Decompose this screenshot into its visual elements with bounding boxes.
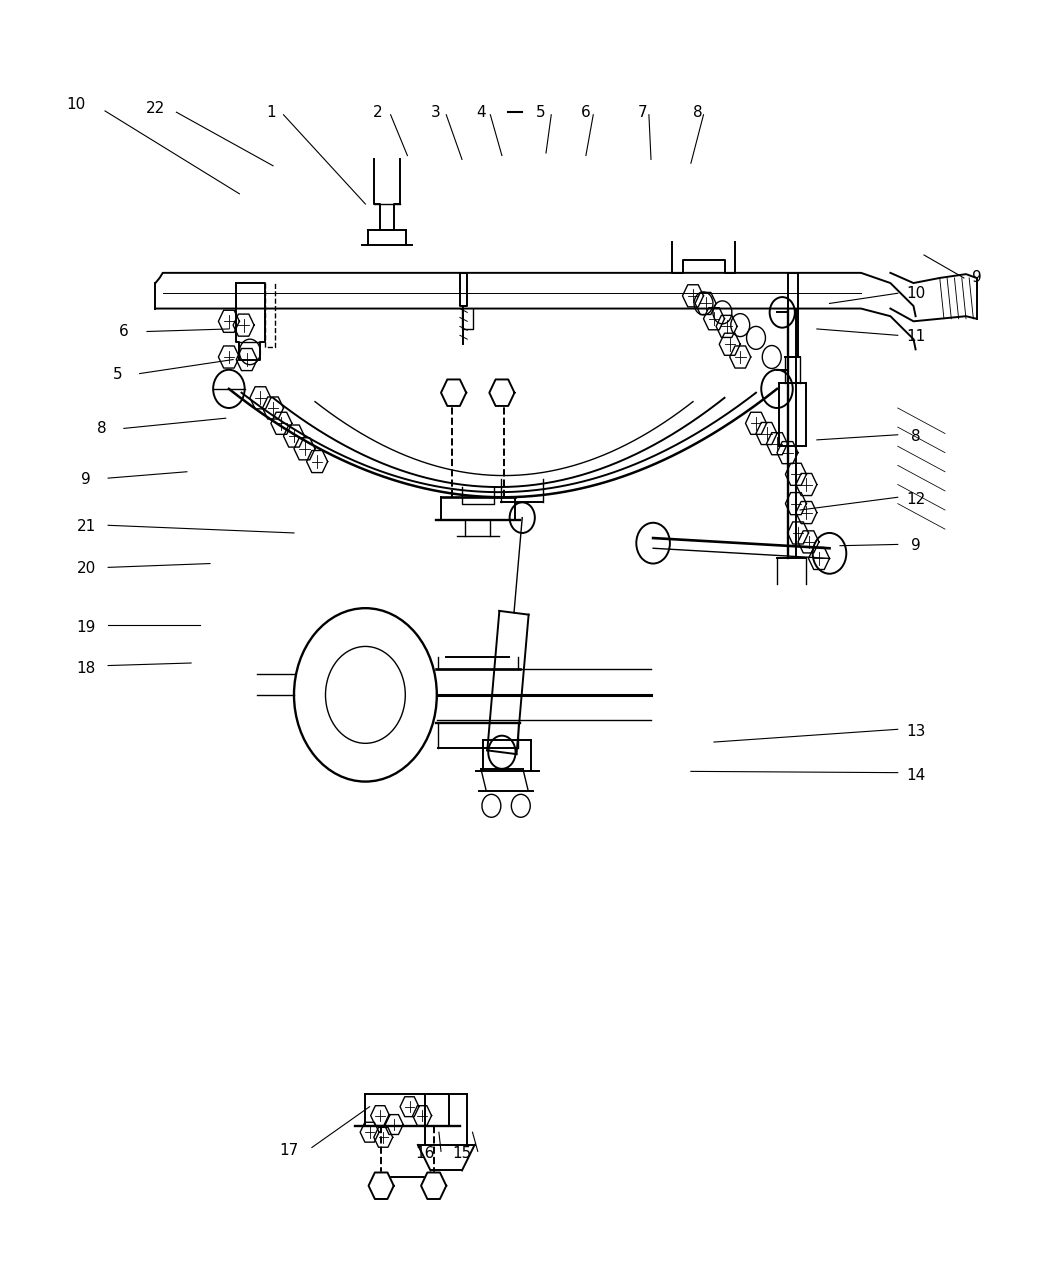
Text: 9: 9 <box>81 472 91 487</box>
Text: 12: 12 <box>906 492 925 507</box>
Text: 8: 8 <box>97 421 107 436</box>
Text: 2: 2 <box>373 105 383 120</box>
Text: 6: 6 <box>581 105 591 120</box>
Text: 11: 11 <box>906 329 925 344</box>
Text: 14: 14 <box>906 768 925 783</box>
Text: 10: 10 <box>906 286 925 301</box>
Text: 13: 13 <box>906 724 925 740</box>
Polygon shape <box>489 380 514 405</box>
Text: 9: 9 <box>971 270 982 286</box>
Text: 3: 3 <box>430 105 441 120</box>
Polygon shape <box>441 380 466 405</box>
Text: 5: 5 <box>112 367 123 382</box>
Text: 20: 20 <box>77 561 96 576</box>
Text: 15: 15 <box>453 1146 471 1162</box>
Text: 22: 22 <box>146 101 165 116</box>
Polygon shape <box>369 1173 394 1198</box>
Text: 10: 10 <box>66 97 85 112</box>
Text: 4: 4 <box>476 105 486 120</box>
Text: 17: 17 <box>279 1142 298 1158</box>
Text: 6: 6 <box>119 324 129 339</box>
Text: 5: 5 <box>536 105 546 120</box>
Text: 7: 7 <box>637 105 648 120</box>
Text: 18: 18 <box>77 660 96 676</box>
Text: 21: 21 <box>77 519 96 534</box>
Text: 16: 16 <box>416 1146 435 1162</box>
Text: 1: 1 <box>266 105 276 120</box>
Text: 8: 8 <box>910 428 921 444</box>
Polygon shape <box>421 1173 446 1198</box>
Text: 19: 19 <box>77 620 96 635</box>
Text: 9: 9 <box>910 538 921 553</box>
Text: 8: 8 <box>693 105 704 120</box>
